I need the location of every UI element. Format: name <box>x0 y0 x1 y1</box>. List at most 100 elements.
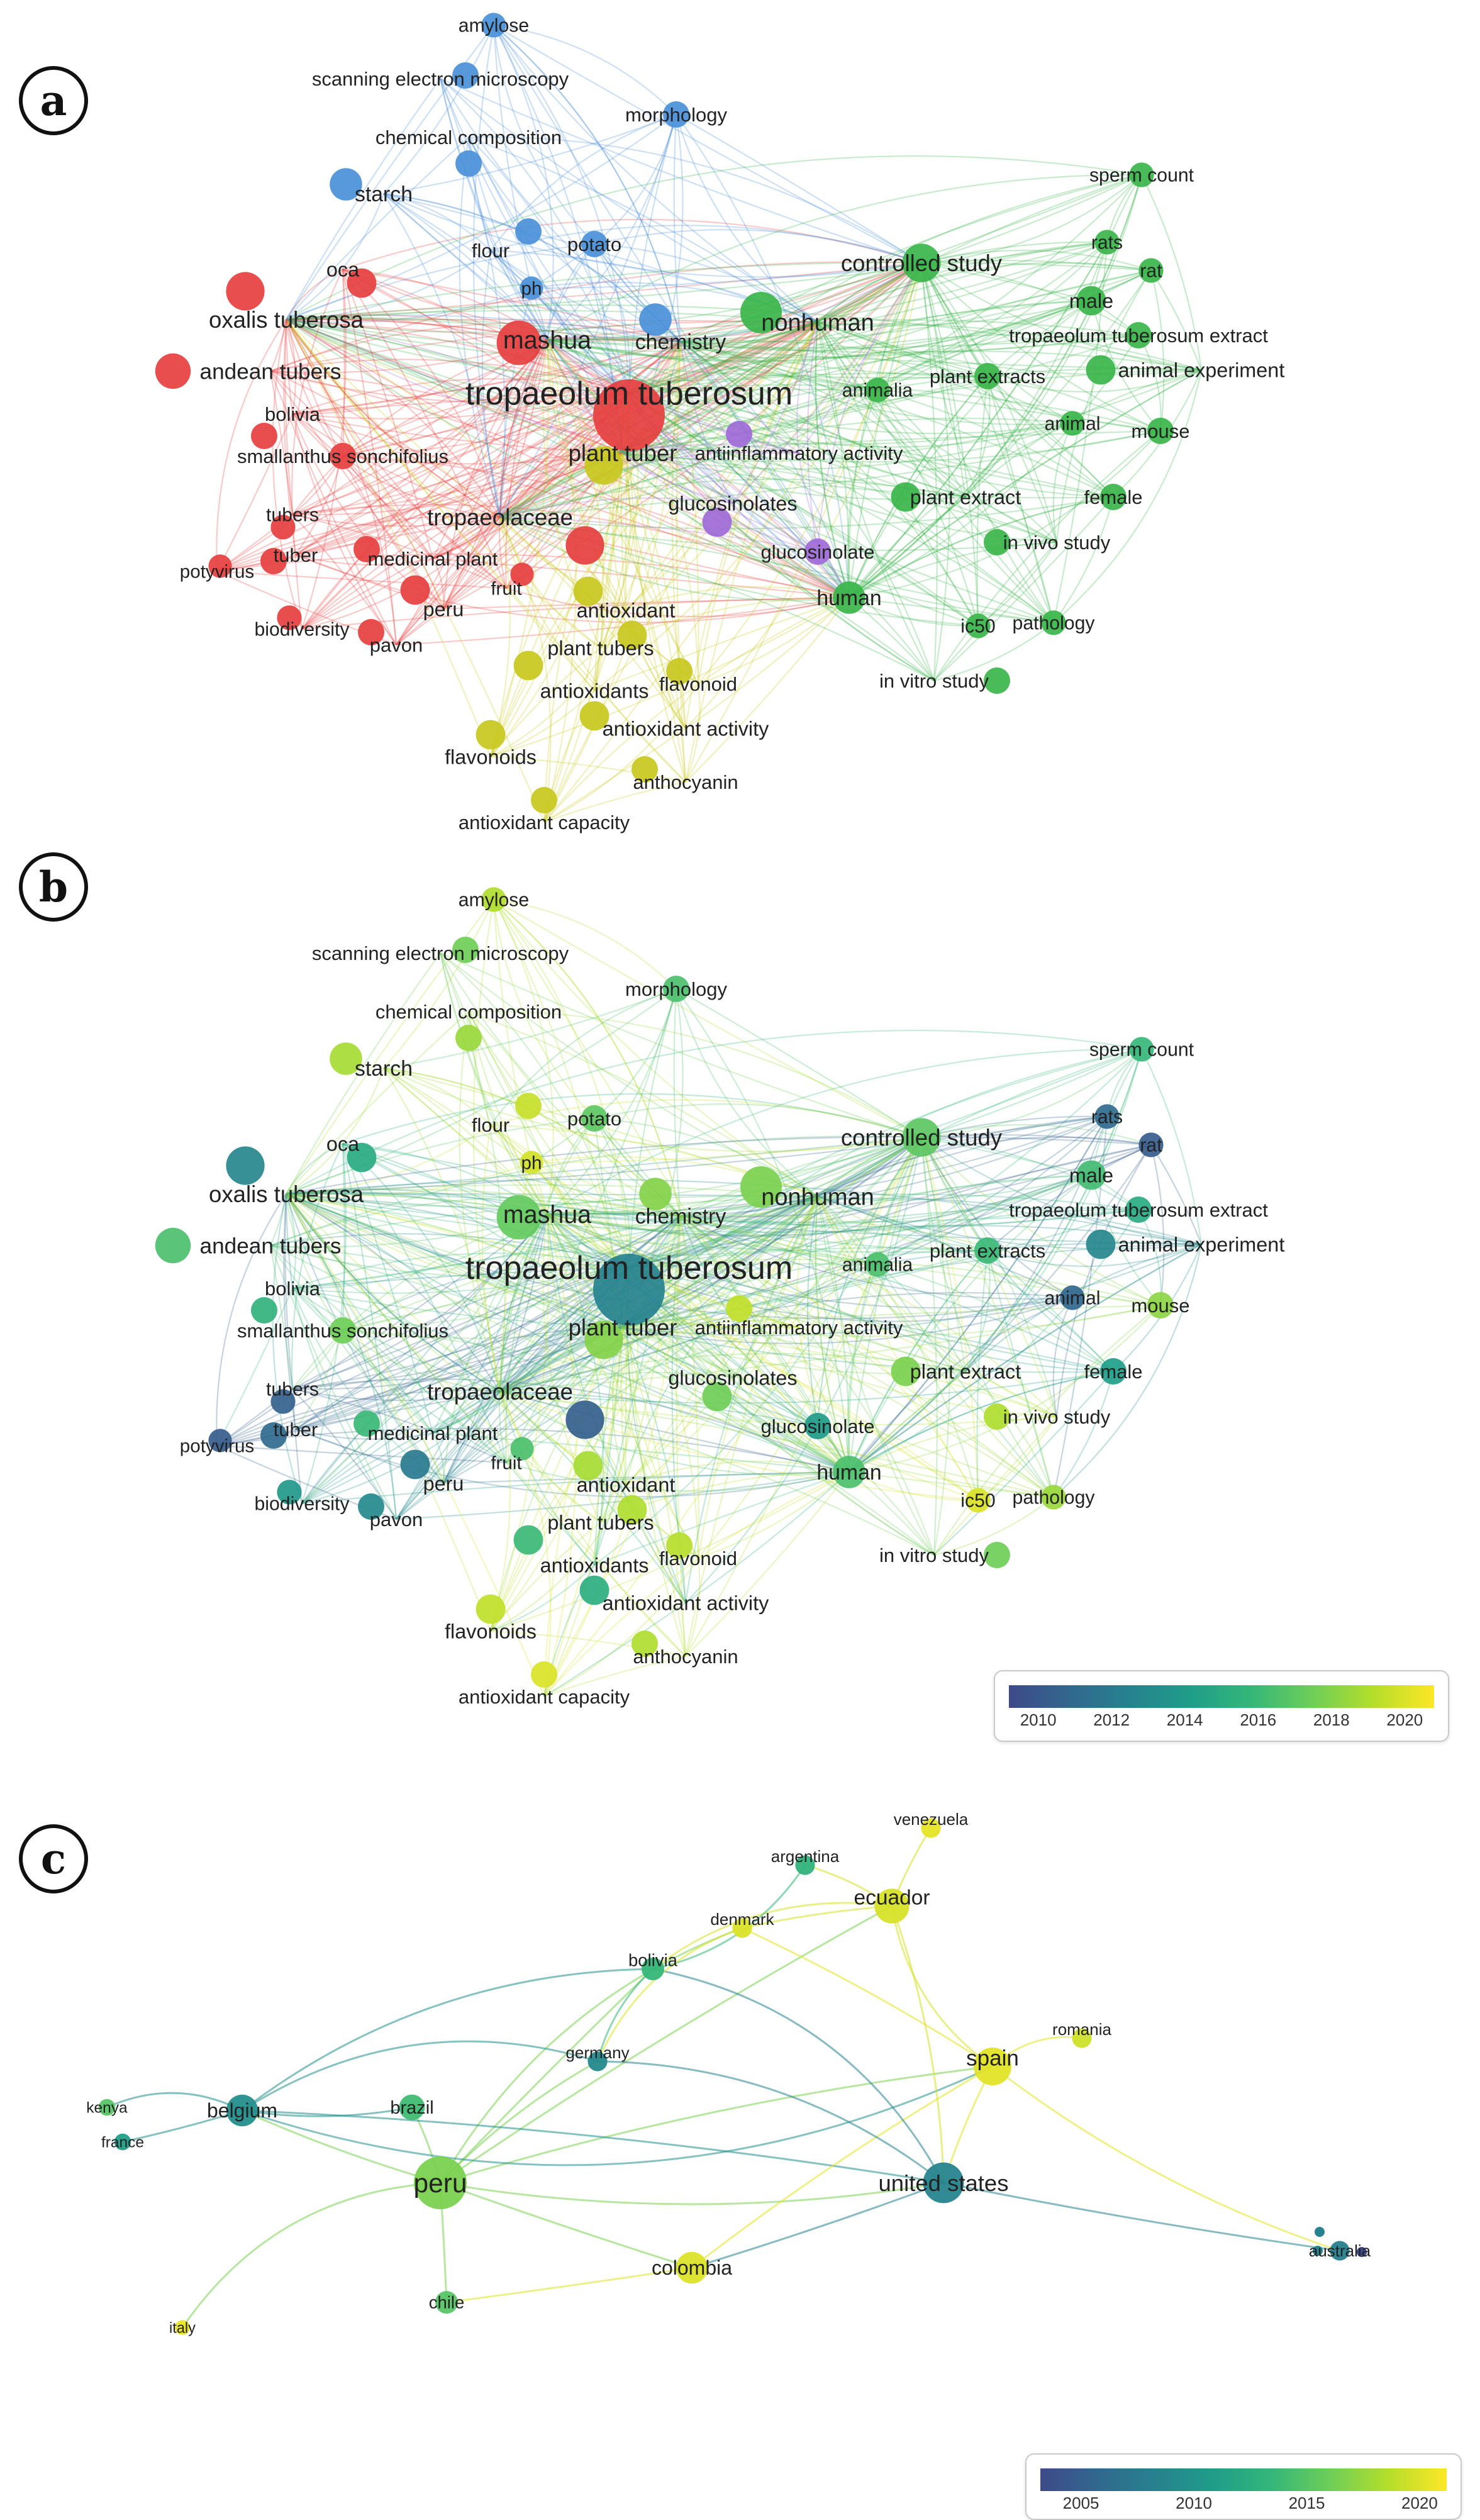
node-chemistry[interactable] <box>639 1178 672 1210</box>
node-female[interactable] <box>1100 1358 1127 1385</box>
node-tropaeolaceae[interactable] <box>565 1400 604 1439</box>
node-human[interactable] <box>833 1456 865 1488</box>
node-denmark[interactable] <box>732 1918 752 1938</box>
node-amylose[interactable] <box>481 887 506 912</box>
node-antioxidant-capacity[interactable] <box>531 787 557 813</box>
node-smallanthus-sonchifolius[interactable] <box>330 1317 356 1344</box>
node-in-vitro-study[interactable] <box>984 1542 1010 1568</box>
node-mouse[interactable] <box>1147 418 1174 444</box>
node-biodiversity[interactable] <box>277 605 302 630</box>
node-antioxidant[interactable] <box>573 576 603 606</box>
node-tropaeolum-tuberosum[interactable] <box>593 379 665 451</box>
node-venezuela[interactable] <box>921 1818 941 1838</box>
node-france[interactable] <box>114 2133 131 2151</box>
node-andean-tubers[interactable] <box>155 353 191 389</box>
node-kenya[interactable] <box>98 2099 116 2116</box>
node-antioxidant-activity[interactable] <box>579 701 609 731</box>
node-bolivia[interactable] <box>642 1958 664 1980</box>
node-plant-extracts[interactable] <box>974 1237 1001 1264</box>
node-potato[interactable] <box>581 1105 608 1132</box>
node-sperm-count[interactable] <box>1129 1037 1154 1062</box>
node-glucosinolate[interactable] <box>804 538 831 565</box>
node-in-vitro-study[interactable] <box>984 667 1010 694</box>
node-antioxidant[interactable] <box>573 1451 603 1481</box>
node-flavonoid[interactable] <box>666 658 693 684</box>
node-potato[interactable] <box>581 231 608 257</box>
node-oxalis-tuberosa[interactable] <box>226 272 265 311</box>
node-scanning-electron-microscopy[interactable] <box>452 937 479 963</box>
node-controlled-study[interactable] <box>902 243 941 282</box>
node-mashua[interactable] <box>496 1195 542 1240</box>
node-animal[interactable] <box>1060 1285 1085 1310</box>
node-male[interactable] <box>1076 1160 1106 1190</box>
node-tuber[interactable] <box>260 548 287 574</box>
node-ecuador[interactable] <box>874 1888 910 1924</box>
node-pathology[interactable] <box>1041 1485 1066 1510</box>
node-potyvirus[interactable] <box>208 554 232 578</box>
node-flavonoid[interactable] <box>666 1532 693 1559</box>
node-chemical-composition[interactable] <box>455 1025 482 1051</box>
node-anthocyanin[interactable] <box>632 1631 658 1657</box>
node-flavonoids[interactable] <box>476 1594 506 1624</box>
node-smallanthus-sonchifolius[interactable] <box>330 443 356 469</box>
node-ph[interactable] <box>520 276 543 300</box>
node-medicinal-plant[interactable] <box>353 1410 380 1437</box>
network-c[interactable]: venezuela argentina ecuador denmark bolivia r… <box>0 1812 1480 2520</box>
node-rat[interactable] <box>1138 1132 1164 1157</box>
node-ic50[interactable] <box>965 613 991 638</box>
node-rat[interactable] <box>1138 258 1164 283</box>
network-b[interactable]: tropaeolum tuberosum mashua oxalis tuberos… <box>0 843 1480 1749</box>
node-peru[interactable] <box>400 1449 430 1480</box>
node-tuber[interactable] <box>260 1422 287 1449</box>
node-scanning-electron-microscopy[interactable] <box>452 62 479 89</box>
node-australia[interactable] <box>1330 2241 1350 2261</box>
node-flavonoids[interactable] <box>476 720 506 750</box>
node-brazil[interactable] <box>399 2094 425 2121</box>
node-amylose[interactable] <box>481 13 506 38</box>
node-nonhuman[interactable] <box>740 292 782 333</box>
node-spain[interactable] <box>974 2048 1011 2085</box>
node-ph[interactable] <box>520 1151 543 1174</box>
node-germany[interactable] <box>587 2051 608 2071</box>
node-plant-extract[interactable] <box>891 482 921 512</box>
node-plant-tubers[interactable] <box>617 620 647 650</box>
node-oca[interactable] <box>347 1142 377 1173</box>
node-italy[interactable] <box>175 2320 190 2335</box>
node-tropaeolaceae[interactable] <box>565 526 604 565</box>
node-pathology[interactable] <box>1041 610 1066 635</box>
node-chemistry[interactable] <box>639 303 672 336</box>
node-antiinflammatory-activity[interactable] <box>726 1295 752 1322</box>
node-pavon[interactable] <box>358 619 384 645</box>
node-tropaeolum-tuberosum[interactable] <box>593 1254 665 1325</box>
node-antioxidants[interactable] <box>513 650 543 681</box>
node-in-vivo-study[interactable] <box>984 529 1010 555</box>
node-australia-satellite[interactable] <box>1315 2227 1325 2237</box>
node-peru[interactable] <box>400 575 430 605</box>
node-bolivia[interactable] <box>251 423 277 449</box>
node-animal-experiment[interactable] <box>1086 355 1116 385</box>
node-starch[interactable] <box>330 168 362 201</box>
node-belgium[interactable] <box>226 2094 259 2127</box>
node-in-vivo-study[interactable] <box>984 1403 1010 1430</box>
node-antioxidants[interactable] <box>513 1525 543 1555</box>
node-oca[interactable] <box>347 268 377 298</box>
node-female[interactable] <box>1100 484 1127 510</box>
node-plant-tuber[interactable] <box>584 1320 623 1359</box>
node-nonhuman[interactable] <box>740 1166 782 1208</box>
node-tubers[interactable] <box>270 1389 296 1414</box>
node-mashua[interactable] <box>496 320 542 365</box>
node-australia-satellite[interactable] <box>1357 2247 1367 2257</box>
node-plant-tuber[interactable] <box>584 446 623 485</box>
node-animal[interactable] <box>1060 411 1085 436</box>
node-chemical-composition[interactable] <box>455 150 482 177</box>
node-human[interactable] <box>833 581 865 614</box>
node-potyvirus[interactable] <box>208 1429 232 1452</box>
node-antiinflammatory-activity[interactable] <box>726 421 752 447</box>
node-sperm-count[interactable] <box>1129 162 1154 187</box>
node-medicinal-plant[interactable] <box>353 536 380 562</box>
node-plant-extract[interactable] <box>891 1356 921 1386</box>
node-male[interactable] <box>1076 286 1106 316</box>
node-biodiversity[interactable] <box>277 1480 302 1505</box>
node-animalia[interactable] <box>865 1252 890 1277</box>
node-tubers[interactable] <box>270 515 296 540</box>
